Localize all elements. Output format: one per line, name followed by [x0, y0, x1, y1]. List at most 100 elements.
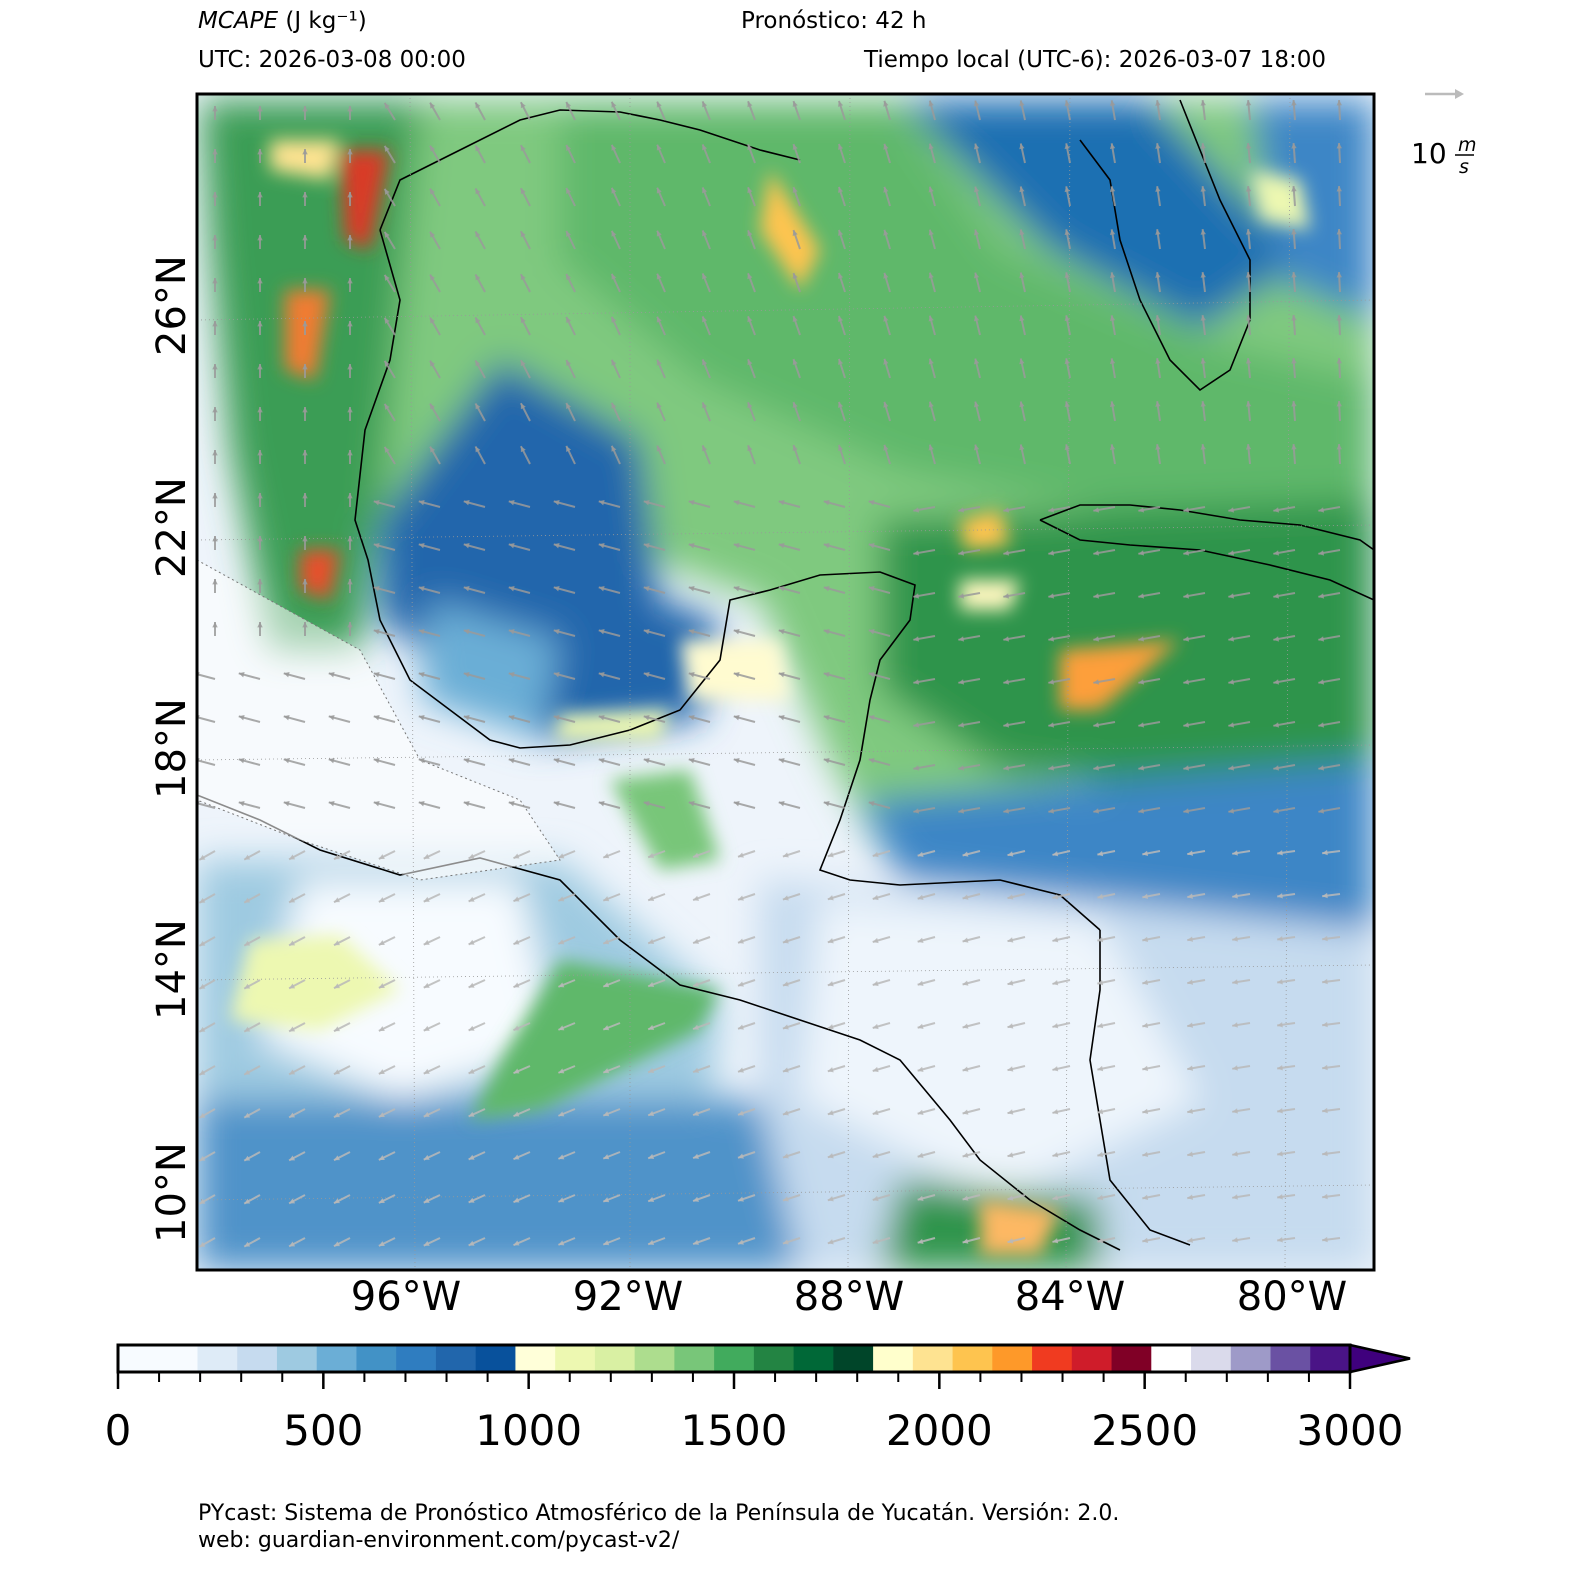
wind-arrow-head: [1155, 229, 1161, 235]
wind-arrow-head: [1318, 593, 1325, 599]
wind-arrow-head: [1277, 893, 1283, 899]
wind-arrow-head: [837, 143, 844, 150]
wind-arrow-head: [463, 715, 470, 721]
wind-arrow-head: [347, 149, 353, 155]
wind-arrow-head: [244, 1241, 251, 1247]
wind-arrow-head: [558, 939, 565, 945]
wind-arrow-head: [778, 586, 785, 592]
wind-arrow-head: [962, 1195, 969, 1201]
wind-arrow-head: [1007, 937, 1014, 943]
wind-arrow-head: [603, 1154, 610, 1160]
wind-arrow-head: [1142, 1237, 1149, 1244]
wind-arrow-head: [872, 1195, 879, 1202]
wind-arrow-head: [257, 278, 263, 284]
wind-arrow-head: [1232, 936, 1238, 942]
wind-arrow-head: [611, 445, 617, 452]
wind-arrow-head: [598, 543, 605, 549]
wind-arrow-head: [475, 403, 481, 410]
wind-arrow-head: [823, 672, 830, 678]
wind-arrow-head: [656, 316, 662, 323]
wind-arrow-head: [702, 402, 708, 409]
wind-arrow-head: [520, 145, 526, 152]
wind-arrow-head: [973, 315, 980, 322]
wind-arrow-head: [384, 274, 390, 281]
wind-arrow-head: [418, 500, 425, 506]
wind-arrow-head: [1064, 143, 1070, 150]
wind-arrow-head: [1097, 850, 1104, 857]
wind-arrow-head: [1155, 272, 1161, 278]
wind-arrow-head: [1336, 186, 1343, 192]
wind-arrow-head: [962, 1023, 969, 1029]
wind-arrow-head: [1245, 272, 1252, 278]
mcape-field: [197, 94, 1374, 1270]
wind-arrow-head: [962, 1109, 969, 1115]
wind-arrow-head: [423, 853, 430, 859]
wind-arrow-head: [1245, 186, 1252, 192]
wind-arrow-head: [913, 765, 920, 771]
wind-arrow-head: [973, 272, 980, 279]
wind-arrow-head: [553, 500, 560, 506]
wind-arrow-head: [792, 359, 798, 366]
wind-arrow-head: [1187, 1065, 1194, 1071]
wind-arrow-head: [958, 765, 965, 771]
wind-arrow-head: [463, 758, 470, 764]
wind-arrow-head: [1228, 636, 1235, 642]
wind-arrow-head: [643, 801, 650, 807]
wind-arrow-head: [656, 402, 662, 409]
wind-arrow-head: [598, 629, 605, 635]
wind-arrow-head: [611, 101, 617, 108]
wind-arrow-head: [1336, 229, 1343, 235]
wind-arrow-head: [333, 1198, 340, 1204]
wind-arrow-head: [520, 231, 526, 238]
wind-arrow-head: [463, 500, 470, 506]
wind-arrow-head: [1277, 1237, 1283, 1243]
wind-arrow-head: [648, 938, 655, 945]
wind-arrow-head: [468, 939, 475, 945]
wind-arrow-head: [928, 444, 934, 451]
wind-arrow-head: [1109, 229, 1116, 236]
wind-arrow-head: [868, 629, 875, 635]
colorbar-segment: [714, 1345, 755, 1372]
wind-arrow-head: [333, 1155, 340, 1161]
wind-arrow-head: [837, 272, 844, 279]
wind-arrow-head: [463, 586, 470, 592]
wind-arrow-head: [347, 235, 353, 241]
wind-arrow-head: [513, 853, 520, 859]
wind-arrow-head: [475, 188, 481, 195]
wind-arrow-head: [1322, 1064, 1328, 1071]
map-frame: [195, 92, 1376, 1272]
wind-arrow-head: [418, 758, 425, 764]
wind-arrow-head: [747, 316, 753, 323]
wind-arrow-head: [973, 358, 980, 365]
wind-arrow-head: [468, 896, 475, 902]
colorbar-segment: [1071, 1345, 1113, 1372]
wind-arrow-head: [1064, 272, 1070, 279]
wind-arrow-head: [928, 100, 934, 107]
wind-arrow-head: [418, 543, 425, 549]
wind-arrow-head: [792, 273, 798, 280]
wind-arrow-head: [1187, 1151, 1194, 1157]
wind-arrow-head: [212, 235, 218, 241]
wind-arrow-head: [1183, 722, 1190, 728]
wind-arrow-head: [257, 235, 263, 241]
wind-arrow-head: [1007, 980, 1014, 986]
colorbar-segment: [793, 1345, 834, 1372]
wind-arrow-head: [1093, 808, 1100, 814]
wind-arrow-head: [328, 672, 335, 678]
wind-arrow-head: [827, 1067, 834, 1073]
wind-arrow-head: [558, 896, 565, 902]
wind-arrow-head: [1142, 1022, 1149, 1029]
wind-arrow-head: [508, 672, 515, 678]
wind-arrow-head: [1007, 851, 1014, 857]
wind-arrow-head: [648, 1239, 655, 1246]
wind-arrow-head: [1336, 272, 1343, 278]
wind-arrow-head: [1093, 593, 1100, 599]
wind-arrow-head: [1064, 444, 1070, 451]
wind-arrow-head: [872, 1023, 879, 1030]
wind-arrow-head: [212, 106, 218, 112]
lat-label: 18°N: [149, 698, 195, 799]
wind-arrow-head: [1273, 593, 1280, 599]
wind-arrow-head: [1142, 1108, 1149, 1115]
wind-arrow-head: [468, 1025, 475, 1031]
colorbar-segment: [435, 1345, 477, 1372]
